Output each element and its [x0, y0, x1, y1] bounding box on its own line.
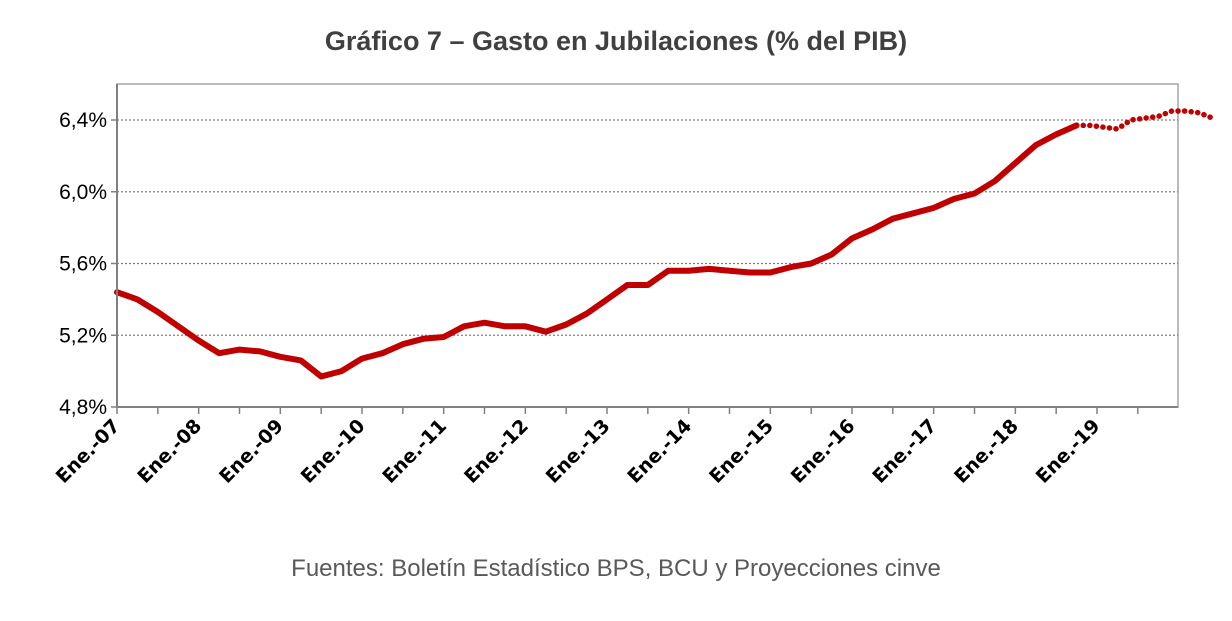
series-lines — [114, 108, 1216, 380]
x-axis-ticks: Ene.-07 Ene.-08 Ene.-09 Ene.-10 Ene.-11 Ene.-… — [52, 415, 1105, 488]
historical-series-line — [114, 122, 1080, 380]
x-tick-label: Ene.-12 — [460, 415, 533, 488]
chart-title: Gráfico 7 – Gasto en Jubilaciones (% del… — [324, 26, 908, 56]
x-tick-label: Ene.-17 — [868, 415, 941, 488]
x-tick-label: Ene.-08 — [133, 415, 206, 488]
x-tick-label: Ene.-15 — [705, 415, 778, 488]
chart-source-note: Fuentes: Boletín Estadístico BPS, BCU y … — [291, 555, 941, 582]
y-tick-label: 6,0% — [59, 181, 107, 204]
x-tick-label: Ene.-10 — [297, 415, 370, 488]
y-tick-label: 4,8% — [59, 396, 107, 419]
x-tick-label: Ene.-16 — [787, 415, 860, 488]
y-tick-label: 5,6% — [59, 253, 107, 276]
y-tick-label: 6,4% — [59, 109, 107, 132]
x-tick-label: Ene.-11 — [378, 415, 451, 488]
x-tick-label: Ene.-13 — [542, 415, 615, 488]
x-tick-label: Ene.-18 — [950, 415, 1023, 488]
y-axis-ticks: 4,8% 5,2% 5,6% 6,0% 6,4% — [59, 109, 117, 419]
axes — [116, 84, 1178, 414]
projection-series-line — [1073, 108, 1216, 132]
x-tick-label: Ene.-07 — [52, 415, 125, 488]
x-tick-label: Ene.-14 — [623, 415, 696, 488]
x-tick-label: Ene.-09 — [215, 415, 288, 488]
y-tick-label: 5,2% — [59, 324, 107, 347]
x-tick-label: Ene.-19 — [1032, 415, 1105, 488]
